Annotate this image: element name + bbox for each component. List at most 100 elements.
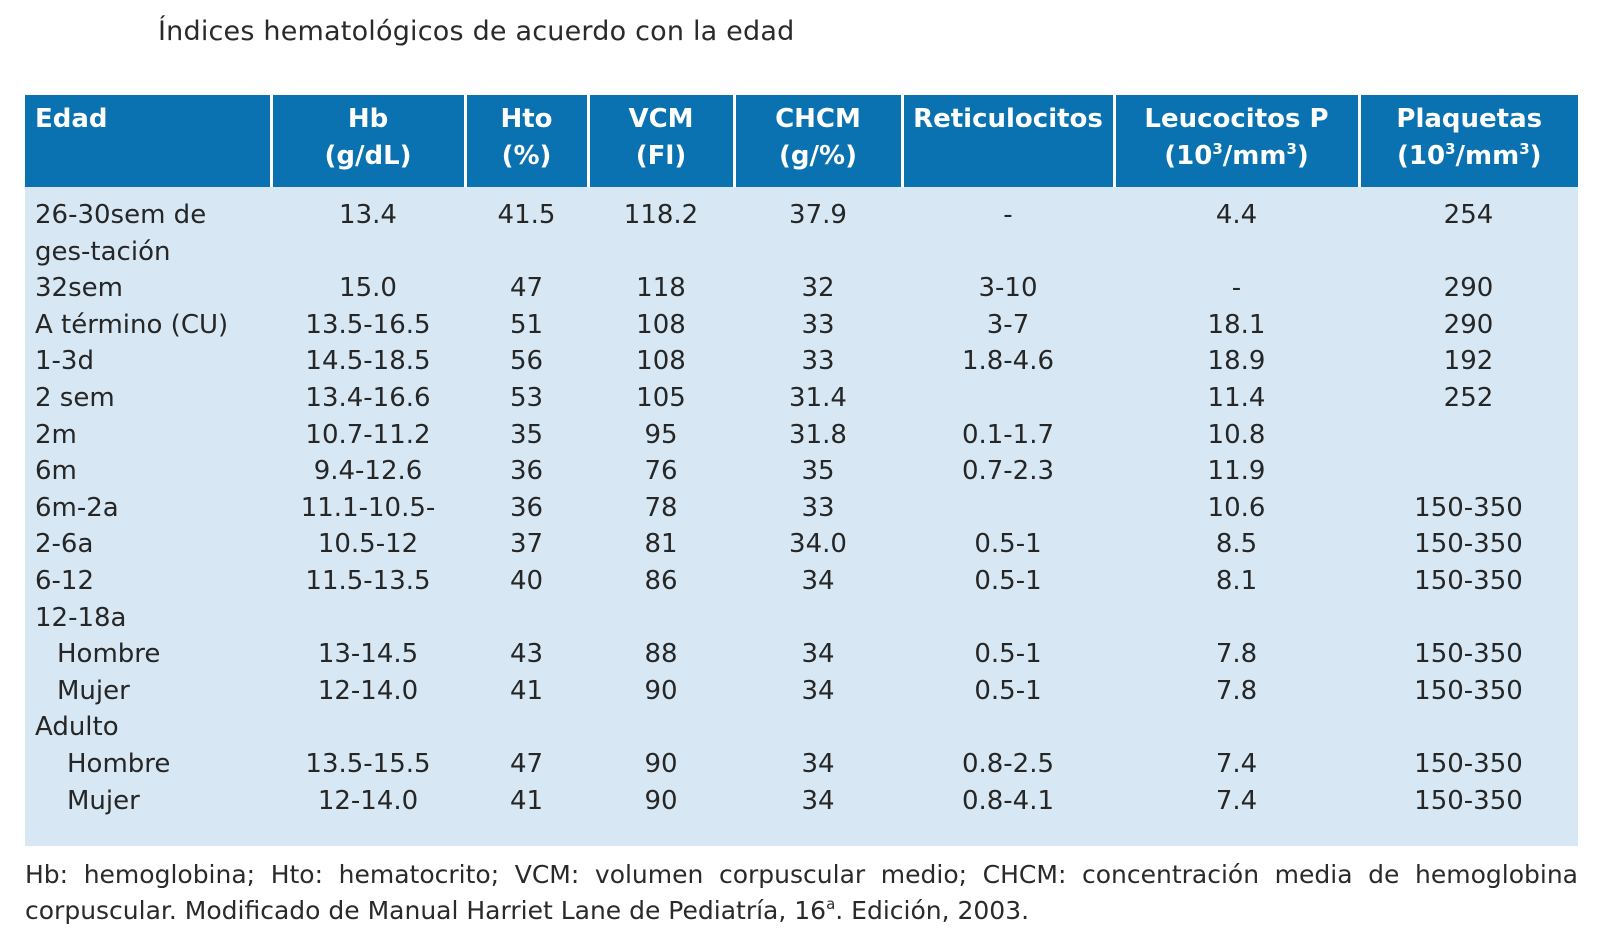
cell-hb: 9.4-12.6 (313, 456, 423, 487)
cell-edad: 2 sem (35, 382, 115, 413)
table-row: Hombre 13-14.5 43 88 34 0.5-1 7.8 150-350 (25, 636, 1578, 673)
cell-plaq: 150-350 (1414, 639, 1523, 670)
header-leucocitos: Leucocitos P (103/mm3) (1112, 95, 1359, 187)
cell-chcm (734, 709, 902, 746)
cell-edad: 2-6a (35, 529, 94, 560)
cell-chcm: 33 (801, 346, 835, 377)
cell-edad: Hombre (57, 639, 161, 670)
cell-vcm: 86 (644, 565, 678, 596)
cell-leu: 7.8 (1215, 639, 1258, 670)
cell-hto (465, 600, 588, 637)
header-hto: Hto (%) (463, 95, 588, 187)
cell-hb: 10.5-12 (317, 529, 419, 560)
cell-hto: 36 (509, 492, 544, 523)
cell-hto: 36 (509, 456, 544, 487)
cell-vcm: 118 (636, 273, 686, 304)
cell-leu: 4.4 (1215, 200, 1258, 230)
cell-leu: 18.1 (1207, 309, 1266, 340)
cell-hb: 11.1-10.5- (300, 492, 436, 523)
cell-leu (1114, 709, 1359, 746)
cell-ret: 0.5-1 (974, 529, 1042, 560)
cell-leu (1114, 600, 1359, 637)
cell-hb (271, 600, 465, 637)
cell-vcm: 90 (644, 785, 678, 816)
cell-ret: 0.1-1.7 (961, 419, 1055, 450)
cell-plaq (1359, 709, 1578, 746)
cell-vcm: 108 (636, 309, 686, 340)
table-row: 12-18a (25, 600, 1578, 637)
cell-chcm: 32 (801, 273, 835, 304)
cell-plaq (1359, 417, 1578, 454)
cell-ret: 1.8-4.6 (961, 346, 1055, 377)
cell-hb: 12-14.0 (317, 675, 419, 706)
cell-leu: 10.6 (1207, 492, 1266, 523)
cell-hto: 37 (509, 529, 544, 560)
cell-vcm: 76 (644, 456, 678, 487)
cell-chcm: 33 (801, 309, 835, 340)
header-vcm: VCM (Fl) (586, 95, 734, 187)
cell-vcm: 90 (644, 748, 678, 779)
table-row: 2m 10.7-11.2 35 95 31.8 0.1-1.7 10.8 (25, 417, 1578, 454)
cell-chcm: 31.8 (789, 419, 847, 450)
cell-plaq (1359, 600, 1578, 637)
cell-chcm: 33 (801, 492, 835, 523)
cell-hto: 56 (509, 346, 544, 377)
cell-leu: 18.9 (1207, 346, 1266, 377)
cell-chcm: 34 (801, 639, 835, 670)
table-row: Mujer 12-14.0 41 90 34 0.5-1 7.8 150-350 (25, 673, 1578, 710)
cell-plaq: 150-350 (1414, 492, 1523, 523)
table-body: 26-30sem de ges-tación 13.4 41.5 118.2 37.9 -… (25, 187, 1578, 819)
cell-edad: 1-3d (35, 346, 94, 377)
cell-ret (902, 490, 1114, 527)
cell-plaq: 150-350 (1414, 748, 1523, 779)
page-title: Índices hematológicos de acuerdo con la … (158, 16, 795, 47)
header-chcm: CHCM (g/%) (732, 95, 902, 187)
cell-leu: 7.8 (1215, 675, 1258, 706)
table-row: Adulto (25, 709, 1578, 746)
cell-hto: 41 (509, 785, 544, 816)
cell-plaq: 150-350 (1414, 529, 1523, 560)
cell-plaq: 192 (1443, 346, 1494, 377)
table-row: 26-30sem de ges-tación 13.4 41.5 118.2 37.9 -… (25, 187, 1578, 270)
cell-chcm: 34 (801, 785, 835, 816)
cell-hto: 35 (509, 419, 544, 450)
cell-hb: 13.5-15.5 (305, 748, 431, 779)
cell-vcm: 95 (644, 419, 678, 450)
cell-plaq: 150-350 (1414, 565, 1523, 596)
cell-vcm: 78 (644, 492, 678, 523)
cell-ret: 3-10 (978, 273, 1038, 304)
table-row: 6m 9.4-12.6 36 76 35 0.7-2.3 11.9 (25, 453, 1578, 490)
cell-ret: 0.8-2.5 (961, 748, 1055, 779)
cell-edad: Hombre (67, 748, 171, 779)
cell-hto (465, 709, 588, 746)
cell-ret: 0.5-1 (974, 565, 1042, 596)
footnote: Hb: hemoglobina; Hto: hematocrito; VCM: … (25, 860, 1578, 925)
cell-vcm: 88 (644, 639, 678, 670)
cell-plaq (1359, 453, 1578, 490)
cell-hb: 13.5-16.5 (305, 309, 431, 340)
cell-chcm: 34 (801, 675, 835, 706)
cell-ret: 3-7 (986, 309, 1030, 340)
cell-ret: 0.7-2.3 (961, 456, 1055, 487)
cell-leu: 7.4 (1215, 748, 1258, 779)
cell-hb: 13.4 (339, 200, 397, 230)
cell-chcm: 34 (801, 748, 835, 779)
cell-chcm: 37.9 (789, 200, 847, 230)
cell-ret (902, 709, 1114, 746)
cell-vcm: 81 (644, 529, 678, 560)
cell-leu: 8.5 (1215, 529, 1258, 560)
cell-plaq: 150-350 (1414, 675, 1523, 706)
cell-ret: - (1003, 200, 1013, 230)
cell-edad: Mujer (57, 675, 130, 706)
cell-edad: 2m (35, 419, 77, 450)
cell-vcm: 90 (644, 675, 678, 706)
cell-leu: 8.1 (1215, 565, 1258, 596)
cell-hto: 47 (509, 273, 544, 304)
cell-plaq: 290 (1443, 273, 1494, 304)
hematology-table-container: Edad Hb (g/dL) Hto (%) VCM (Fl) CHCM (g/%) R… (25, 95, 1578, 846)
cell-vcm (588, 600, 734, 637)
cell-vcm: 108 (636, 346, 686, 377)
cell-hb: 14.5-18.5 (305, 346, 431, 377)
cell-edad: Adulto (35, 712, 119, 743)
cell-hb: 15.0 (339, 273, 397, 304)
